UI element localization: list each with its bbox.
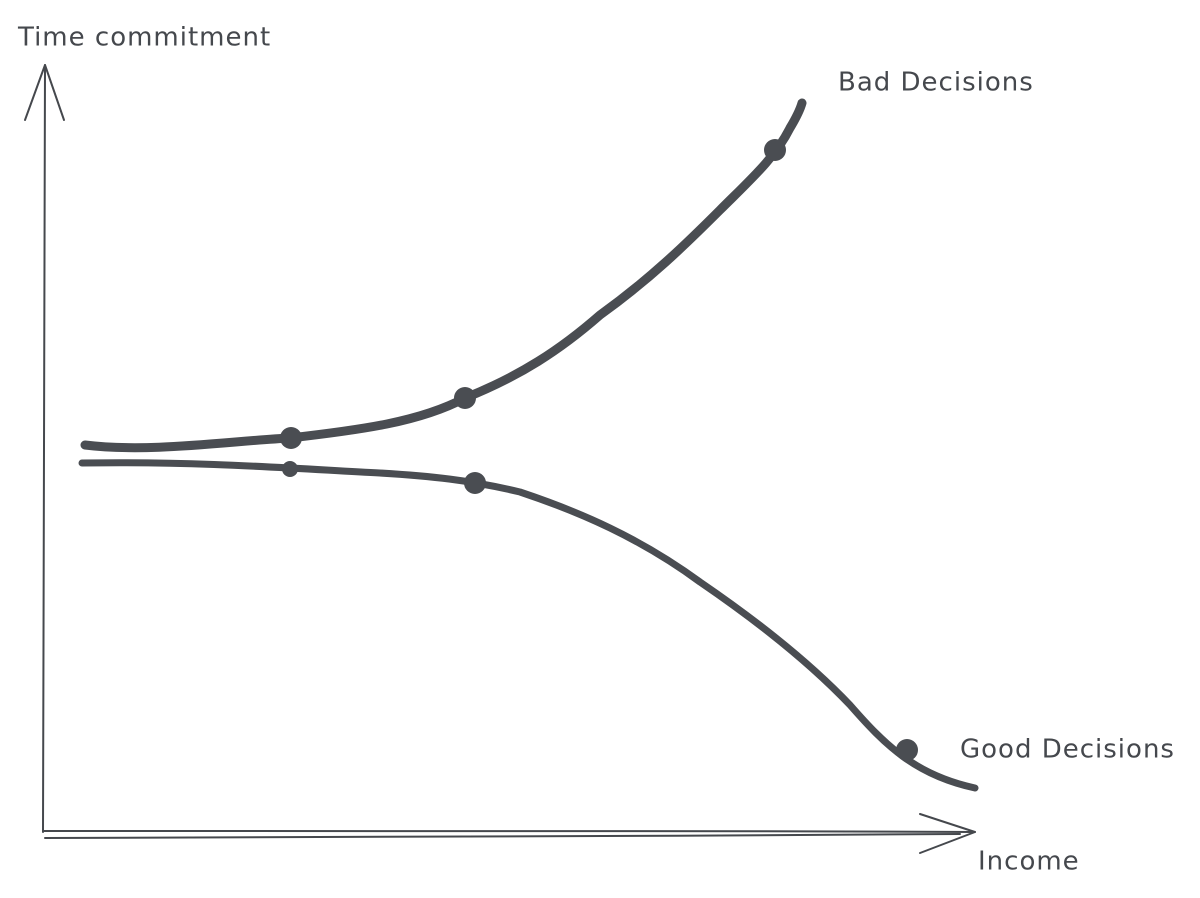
y-axis-arrow (24, 64, 65, 121)
curve-line (78, 459, 979, 792)
y-axis (24, 64, 65, 833)
x-axis-arrow (919, 813, 976, 854)
curve-point (464, 472, 486, 494)
x-axis-line (44, 833, 961, 839)
good-curve (78, 459, 979, 792)
curve-point (454, 387, 476, 409)
curve-point (280, 427, 302, 449)
y-axis-label: Time commitment (17, 23, 271, 53)
curve-label: Good Decisions (960, 735, 1175, 765)
curve-point (282, 461, 298, 477)
curve-point (896, 739, 918, 761)
curve-point (764, 139, 786, 161)
curve-label: Bad Decisions (838, 68, 1034, 98)
curve-line (80, 98, 807, 453)
x-axis-line (42, 830, 976, 833)
x-axis-label: Income (978, 847, 1080, 877)
x-axis (42, 813, 976, 854)
bad-curve (80, 98, 807, 453)
y-axis-line (42, 64, 46, 833)
